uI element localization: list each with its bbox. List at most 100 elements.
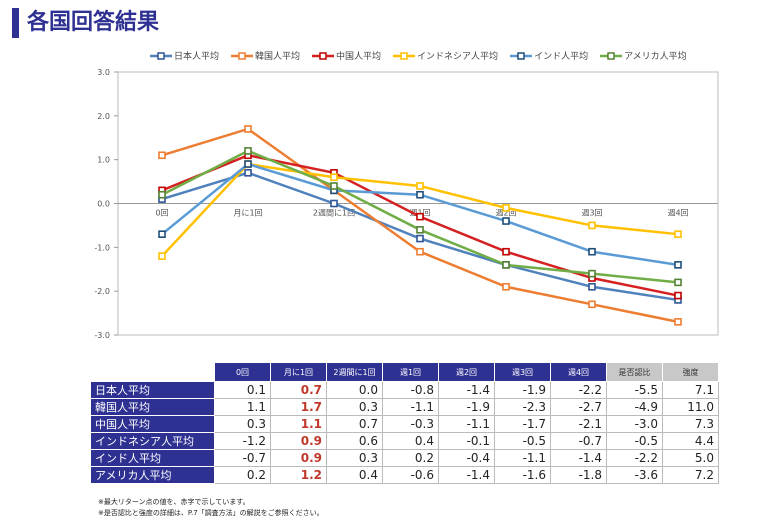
table-cell: 1.7	[270, 398, 327, 416]
legend-marker-icon	[150, 51, 172, 60]
y-tick-label: -2.0	[94, 287, 110, 296]
table-cell: -1.7	[494, 415, 551, 433]
column-header: 0回	[214, 362, 271, 382]
table-cell: 0.0	[326, 381, 383, 399]
table-cell: 0.3	[326, 398, 383, 416]
y-tick-label: 2.0	[97, 112, 110, 121]
legend-item: 日本人平均	[150, 49, 219, 62]
table-cell: -1.4	[438, 381, 495, 399]
data-point	[502, 217, 510, 225]
data-point	[588, 300, 596, 309]
data-point	[158, 230, 166, 238]
data-point	[588, 282, 596, 291]
table-cell: -1.1	[382, 398, 439, 416]
table-cell: -3.6	[606, 466, 663, 484]
table-cell: -2.2	[606, 449, 663, 467]
table-cell: -1.4	[550, 449, 607, 467]
data-point	[416, 190, 424, 199]
row-header: 中国人平均	[90, 415, 215, 433]
table-cell: -2.2	[550, 381, 607, 399]
table-row: 中国人平均 0.3 1.1 0.7 -0.3 -1.1 -1.7 -2.1 -3.0 7.3	[90, 415, 719, 433]
legend-item: 中国人平均	[312, 49, 381, 62]
table-cell: -0.6	[382, 466, 439, 484]
table-cell: 7.1	[662, 381, 719, 399]
data-point	[244, 160, 252, 168]
column-header: 週4回	[550, 362, 607, 382]
table-cell: 0.7	[326, 415, 383, 433]
line-chart: 3.02.01.00.0-1.0-2.0-3.00回月に1回2週間に1回週1回週…	[94, 68, 719, 340]
data-point	[502, 282, 510, 291]
legend-marker-icon	[510, 51, 533, 60]
table-cell: 0.4	[382, 432, 439, 450]
table-cell: 1.1	[270, 415, 327, 433]
data-point	[416, 247, 424, 256]
table-cell: -4.9	[606, 398, 663, 416]
data-point	[416, 226, 424, 234]
x-tick-label: 2週間に1回	[313, 209, 355, 218]
data-point	[158, 252, 166, 260]
y-tick-label: -1.0	[94, 243, 110, 252]
table-row: 日本人平均 0.1 0.7 0.0 -0.8 -1.4 -1.9 -2.2 -5.5 7.1	[90, 381, 719, 399]
x-tick-label: 週4回	[667, 209, 688, 218]
y-tick-label: -3.0	[94, 331, 110, 340]
data-point	[158, 151, 166, 160]
data-point	[588, 269, 596, 278]
data-point	[502, 247, 510, 256]
data-point	[330, 199, 338, 208]
legend-item: インド人平均	[510, 49, 588, 62]
data-table: 0回 月に1回 2週間に1回 週1回 週2回 週3回 週4回 是否認比 強度 日本人平均 0.1 0…	[90, 362, 719, 484]
legend-label: アメリカ人平均	[624, 52, 687, 62]
table-cell: -0.5	[494, 432, 551, 450]
legend-item: インドネシア人平均	[393, 49, 498, 62]
table-cell: -2.3	[494, 398, 551, 416]
data-point	[416, 234, 424, 243]
data-point	[674, 261, 682, 269]
table-cell: -1.2	[214, 432, 271, 450]
table-cell: -1.1	[438, 415, 495, 433]
table-cell: -0.4	[438, 449, 495, 467]
footnote-2: ※是否認比と強度の詳細は、P.7「調査方法」の解説をご参照ください。	[98, 509, 324, 517]
table-row: インド人平均 -0.7 0.9 0.3 0.2 -0.4 -1.1 -1.4 -2.2 5.0	[90, 449, 719, 467]
table-cell: 0.9	[270, 432, 327, 450]
legend-marker-icon	[312, 51, 335, 60]
legend-marker-icon	[600, 51, 623, 60]
data-point	[674, 278, 682, 287]
table-cell: 4.4	[662, 432, 719, 450]
data-point	[502, 204, 510, 212]
table-cell: 7.3	[662, 415, 719, 433]
table-cell: 0.2	[382, 449, 439, 467]
table-cell: 1.1	[214, 398, 271, 416]
chart-legend: 日本人平均 韓国人平均 中国人平均 インドネシア人平均 インド人平均 アメリカ人平均	[150, 49, 687, 62]
table-row: アメリカ人平均 0.2 1.2 0.4 -0.6 -1.4 -1.6 -1.8 -3.6 7.2	[90, 466, 719, 484]
column-header: 強度	[662, 362, 719, 382]
legend-label: 韓国人平均	[255, 52, 301, 62]
table-cell: -1.9	[438, 398, 495, 416]
footnote-1: ※最大リターン点の値を、赤字で示しています。	[98, 498, 250, 506]
table-cell: -1.8	[550, 466, 607, 484]
legend-marker-icon	[231, 51, 254, 60]
table-cell: -1.1	[494, 449, 551, 467]
legend-label: インド人平均	[534, 52, 589, 62]
table-corner	[90, 362, 215, 382]
row-header: 日本人平均	[90, 381, 215, 399]
y-tick-label: 3.0	[97, 68, 110, 77]
table-cell: 5.0	[662, 449, 719, 467]
data-point	[416, 212, 424, 221]
table-cell: -0.1	[438, 432, 495, 450]
table-cell: -1.4	[438, 466, 495, 484]
x-tick-label: 0回	[155, 209, 168, 218]
legend-item: アメリカ人平均	[600, 49, 687, 62]
y-tick-label: 1.0	[97, 156, 110, 165]
table-cell: -2.1	[550, 415, 607, 433]
legend-marker-icon	[393, 51, 416, 60]
data-point	[244, 147, 252, 155]
data-point	[674, 230, 682, 238]
table-cell: -2.7	[550, 398, 607, 416]
table-cell: -5.5	[606, 381, 663, 399]
y-tick-label: 0.0	[97, 200, 110, 209]
table-cell: 0.3	[214, 415, 271, 433]
table-cell: 7.2	[662, 466, 719, 484]
row-header: インド人平均	[90, 449, 215, 467]
data-point	[158, 190, 166, 199]
table-cell: 0.2	[214, 466, 271, 484]
